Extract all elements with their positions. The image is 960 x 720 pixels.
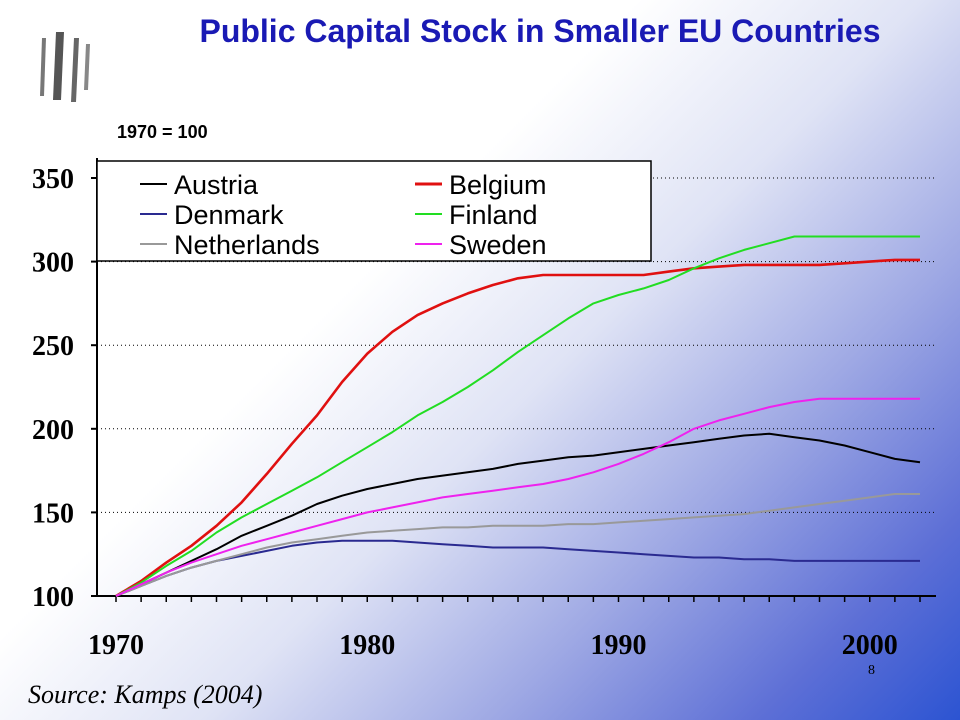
page-number: 8 (868, 663, 875, 678)
series-line-finland (115, 235, 920, 597)
x-tick-label: 1980 (339, 630, 395, 661)
index-base-label: 1970 = 100 (117, 122, 208, 142)
series-line-netherlands (115, 493, 920, 597)
y-tick-label: 100 (32, 582, 74, 613)
x-tick-label: 2000 (842, 630, 898, 661)
y-tick-label: 200 (32, 415, 74, 446)
legend-label: Belgium (449, 170, 547, 200)
legend-label: Finland (449, 200, 538, 230)
legend-label: Denmark (174, 200, 284, 230)
line-chart: 100 150 200 250 300 350 1970 1980 1990 2000 Aust… (32, 158, 936, 661)
legend-label: Austria (174, 170, 259, 200)
institution-logo (40, 32, 90, 102)
legend-box (96, 160, 652, 262)
y-tick-label: 350 (32, 164, 74, 195)
legend: Austria Belgium Denmark Finland Netherlands S… (96, 160, 652, 262)
y-axis-ticks: 100 150 200 250 300 350 (32, 164, 97, 613)
slide-title: Public Capital Stock in Smaller EU Count… (199, 13, 881, 49)
series-line-sweden (115, 397, 920, 597)
y-tick-label: 300 (32, 248, 74, 279)
x-tick-label: 1990 (591, 630, 647, 661)
source-note: Source: Kamps (2004) (28, 680, 263, 709)
series-line-belgium (115, 258, 920, 598)
series-line-denmark (115, 539, 920, 597)
y-tick-label: 250 (32, 331, 74, 362)
x-tick-label: 1970 (88, 630, 144, 661)
series-lines (115, 235, 921, 598)
legend-label: Netherlands (174, 230, 320, 260)
legend-label: Sweden (449, 230, 547, 260)
series-line-austria (115, 432, 921, 597)
y-tick-label: 150 (32, 498, 74, 529)
x-axis-ticks: 1970 1980 1990 2000 (88, 596, 921, 661)
